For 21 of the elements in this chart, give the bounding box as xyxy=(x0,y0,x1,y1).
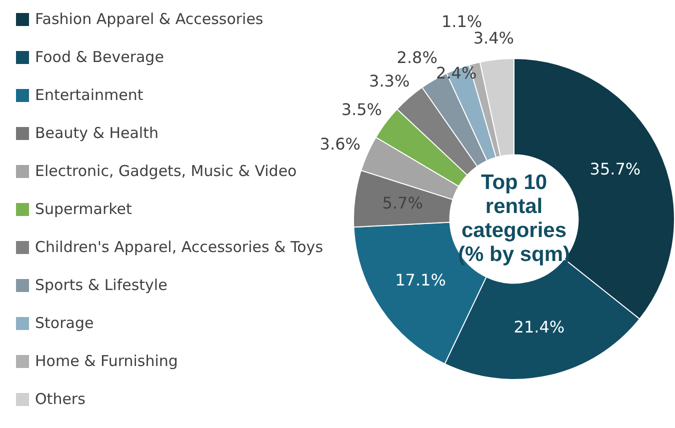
legend-label: Sports & Lifestyle xyxy=(35,276,168,294)
data-label: 35.7% xyxy=(590,159,641,178)
data-label: 3.4% xyxy=(473,28,514,48)
legend-label: Children's Apparel, Accessories & Toys xyxy=(35,238,324,256)
data-label: 21.4% xyxy=(514,318,565,337)
data-label: 17.1% xyxy=(395,270,446,290)
legend-label: Food & Beverage xyxy=(35,48,164,66)
legend-label: Supermarket xyxy=(35,200,132,218)
legend-label: Electronic, Gadgets, Music & Video xyxy=(35,162,297,180)
legend-label: Home & Furnishing xyxy=(35,352,178,370)
text: Top 10 rental categories (% by sqm) xyxy=(458,170,570,266)
data-label: 1.1% xyxy=(441,12,482,31)
legend-label: Beauty & Health xyxy=(35,124,158,142)
legend-label: Storage xyxy=(35,314,94,332)
data-label: 3.3% xyxy=(369,72,410,91)
legend-label: Entertainment xyxy=(35,86,144,104)
legend-label: Others xyxy=(35,390,86,408)
legend-label: Fashion Apparel & Accessories xyxy=(35,10,264,28)
data-label: 3.6% xyxy=(320,134,360,154)
data-label: 2.8% xyxy=(396,48,438,68)
data-label: 3.5% xyxy=(341,100,382,119)
